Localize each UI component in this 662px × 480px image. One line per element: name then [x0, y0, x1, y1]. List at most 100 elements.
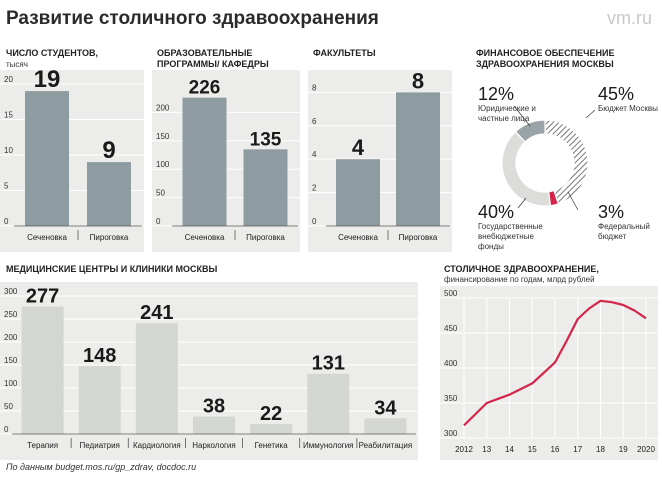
bar-value-label: 22: [260, 403, 282, 425]
students-chart-subtitle: тысяч: [6, 60, 28, 69]
bar-value-label: 131: [312, 353, 345, 375]
x-tick-label: 13: [482, 445, 491, 454]
x-tick-label: Реабилитация: [359, 441, 412, 450]
y-tick-label: 0: [312, 217, 317, 226]
y-tick-label: 100: [4, 379, 18, 388]
bar-Пироговка: [87, 162, 131, 226]
bar-Наркология: [193, 416, 235, 434]
y-tick-label: 6: [312, 117, 317, 126]
x-tick-label: 2020: [637, 445, 655, 454]
students-chart-panel: 0 5 10 15 20 19 Сеченовка 9 Пироговка: [0, 66, 144, 252]
y-tick-label: 300: [444, 429, 458, 438]
x-tick-label: 19: [619, 445, 628, 454]
y-tick-label: 250: [4, 310, 18, 319]
x-tick-label: 14: [505, 445, 514, 454]
x-tick-label: Пироговка: [246, 233, 285, 242]
y-tick-label: 100: [156, 160, 170, 169]
bar-value-label: 226: [189, 78, 221, 99]
bar-Терапия: [21, 306, 64, 434]
x-tick-label: Терапия: [27, 441, 58, 450]
y-tick-label: 200: [156, 103, 170, 112]
y-tick-label: 300: [4, 287, 18, 296]
donut-slice-label: Федеральный бюджет: [598, 222, 650, 241]
bar-Генетика: [250, 423, 293, 434]
y-tick-label: 20: [4, 75, 13, 84]
bar-Сеченовка: [336, 159, 380, 226]
y-tick-label: 2: [312, 184, 317, 193]
donut-value-label: 12%: [478, 84, 514, 104]
programs-bar-chart: 0 50 100 150 200 226 Сеченовка 135 Пироговка: [152, 78, 300, 242]
donut-value-label: 40%: [478, 202, 514, 222]
donut-slice-light: [501, 130, 552, 207]
bar-value-label: 148: [83, 345, 116, 367]
donut-slice-label: Бюджет Москвы: [598, 104, 658, 113]
clinics-bar-chart: 0 50 100 150 200 250 300 277 Терапия 148 Педиатрия…: [0, 286, 418, 450]
y-tick-label: 150: [4, 356, 18, 365]
students-chart-title: Число студентов,: [6, 48, 98, 58]
faculties-chart-title: Факультеты: [313, 48, 376, 58]
donut-leader-line: [513, 105, 531, 127]
y-tick-label: 8: [312, 83, 317, 92]
students-bar-chart: 0 5 10 15 20 19 Сеченовка 9 Пироговка: [0, 66, 144, 242]
x-tick-label: Пироговка: [90, 233, 129, 242]
x-tick-label: Сеченовка: [185, 233, 225, 242]
x-tick-label: 15: [528, 445, 537, 454]
donut-value-label: 3%: [598, 202, 624, 222]
y-tick-label: 150: [156, 132, 170, 141]
bar-value-label: 277: [26, 286, 59, 308]
donut-leader-line: [567, 191, 579, 211]
bar-value-label: 8: [412, 70, 424, 93]
bar-value-label: 19: [34, 70, 61, 93]
bar-Пироговка: [243, 149, 288, 226]
y-tick-label: 10: [4, 146, 13, 155]
watermark-logo: vm.ru: [607, 8, 652, 28]
x-tick-label: 17: [573, 445, 582, 454]
donut-slice-label: Государственные внебюджетные фонды: [478, 222, 543, 251]
funding-chart-title: Столичное здравоохранение,: [444, 264, 599, 274]
bar-Педиатрия: [78, 365, 121, 434]
finance-chart-title: Финансовое обеспечение здравоохранения М…: [476, 48, 615, 69]
x-tick-label: 2012: [455, 445, 473, 454]
faculties-bar-chart: 0 2 4 6 8 4 Сеченовка 8 Пироговка: [308, 68, 452, 242]
page-title: Развитие столичного здравоохранения: [6, 8, 379, 29]
x-tick-label: Наркология: [192, 441, 235, 450]
finance-donut-chart: 45%Бюджет Москвы 3%Федеральный бюджет 40%Го…: [478, 84, 658, 251]
funding-chart-subtitle: финансирование по годам, млрд рублей: [444, 275, 595, 284]
x-tick-label: Кардиология: [133, 441, 181, 450]
y-tick-label: 15: [4, 111, 13, 120]
bar-value-label: 135: [250, 129, 282, 150]
y-tick-label: 50: [156, 189, 165, 198]
funding-series-line: [463, 299, 647, 427]
y-tick-label: 500: [444, 289, 458, 298]
y-tick-label: 4: [312, 150, 317, 159]
bar-value-label: 38: [203, 396, 225, 418]
x-tick-label: Пироговка: [399, 233, 438, 242]
y-tick-label: 0: [4, 217, 9, 226]
y-tick-label: 5: [4, 182, 9, 191]
x-tick-label: 18: [596, 445, 605, 454]
bar-value-label: 9: [102, 137, 115, 164]
x-tick-label: Генетика: [255, 441, 289, 450]
y-tick-label: 400: [444, 359, 458, 368]
x-tick-label: Иммунология: [303, 441, 353, 450]
y-tick-label: 450: [444, 324, 458, 333]
programs-chart-title: Образовательные программы/ кафедры: [157, 48, 269, 69]
bar-value-label: 34: [374, 397, 397, 419]
bar-Кардиология: [135, 323, 178, 434]
x-tick-label: Сеченовка: [27, 233, 67, 242]
bar-Сеченовка: [182, 97, 227, 226]
donut-leader-line: [517, 197, 527, 209]
bar-Сеченовка: [25, 91, 69, 226]
clinics-chart-title: Медицинские центры и клиники Москвы: [6, 264, 218, 274]
donut-value-label: 45%: [598, 84, 634, 104]
y-tick-label: 350: [444, 394, 458, 403]
clinics-chart-panel: 0 50 100 150 200 250 300 277 Терапия 148 Педиатрия…: [0, 282, 418, 460]
x-tick-label: Сеченовка: [338, 233, 378, 242]
faculties-chart-panel: 0 2 4 6 8 4 Сеченовка 8 Пироговка: [308, 68, 452, 252]
y-tick-label: 0: [4, 425, 9, 434]
donut-leader-line: [585, 109, 596, 119]
donut-slice-label: Юридические и частные лица: [478, 104, 536, 123]
y-tick-label: 50: [4, 402, 13, 411]
bar-value-label: 241: [140, 302, 173, 324]
bar-Пироговка: [396, 92, 440, 227]
